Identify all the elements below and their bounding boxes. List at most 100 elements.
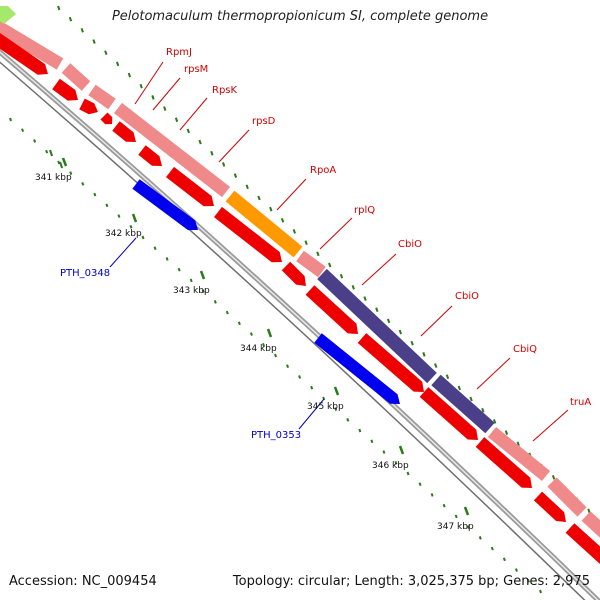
tick-dot (117, 214, 121, 218)
tick-dot (478, 536, 482, 540)
tick-dot (45, 149, 49, 154)
tick-dot (539, 589, 542, 594)
gene-label-cbio: CbiO (398, 239, 422, 250)
kbp-major-tick (199, 270, 206, 280)
tick-dot (92, 39, 96, 44)
cds-inner-14 (533, 491, 566, 522)
tick-dot (406, 471, 410, 476)
leader-line-11 (109, 237, 137, 268)
gene-features (0, 6, 600, 564)
tick-dot (189, 278, 193, 283)
tick-dot (551, 474, 556, 480)
gene-label-rpsk: RpsK (212, 85, 238, 96)
kbp-label-3: 343 kbp (173, 286, 210, 296)
cds-pth0348-blue (132, 179, 198, 231)
tick-dot (153, 246, 157, 251)
cds-outer-5 (296, 250, 326, 278)
cds-inner-2 (52, 78, 78, 101)
cds-outer-4 (114, 102, 230, 198)
tick-dot (9, 117, 12, 122)
tick-dot (481, 407, 485, 413)
gene-label-cbio: CbiO (455, 291, 479, 302)
cds-outer-3 (88, 84, 116, 110)
gene-label-pth-0353: PTH_0353 (251, 430, 301, 441)
tick-dot (316, 251, 320, 257)
cds-inner-8 (214, 206, 282, 263)
kbp-major-tick (463, 506, 470, 516)
kbp-major-tick (398, 445, 405, 455)
cds-lightgreen (0, 6, 16, 24)
gene-label-rpsd: rpsD (252, 116, 276, 127)
tick-dot (394, 460, 398, 465)
cds-inner-6 (138, 145, 162, 166)
tick-dot (165, 257, 169, 261)
cds-inner-5 (112, 121, 136, 142)
tick-dot (81, 182, 85, 186)
tick-dot (59, 161, 64, 169)
tick-dot (186, 128, 190, 134)
tick-dot (80, 28, 84, 33)
tick-dot (269, 206, 273, 212)
tick-dot (375, 307, 379, 313)
leader-line-5 (276, 178, 307, 211)
tick-dot (442, 503, 446, 508)
tick-row-outer (57, 5, 600, 524)
tick-dot (490, 546, 494, 551)
tick-dot (274, 353, 277, 358)
backbone-inner-line (0, 61, 586, 600)
kbp-major-tick (266, 328, 273, 338)
tick-dot (504, 430, 509, 435)
leader-line-7 (361, 253, 397, 286)
backbone-highlight (0, 51, 599, 600)
tick-dot (466, 525, 470, 529)
cds-cbio-navy-1 (317, 268, 437, 384)
tick-dot (105, 203, 109, 208)
kbp-major-tick (333, 386, 340, 396)
kbp-label-2: 342 kbp (105, 229, 142, 239)
tick-dot (245, 184, 249, 190)
tick-dot (386, 318, 391, 324)
kbp-label-5: 345 kbp (307, 402, 344, 412)
tick-dot (382, 450, 386, 454)
tick-dot (237, 321, 241, 326)
tick-dot (358, 428, 362, 433)
cds-outer-8 (581, 511, 600, 538)
cds-inner-9 (281, 261, 306, 286)
cds-inner-15 (565, 523, 600, 564)
tick-dot (334, 407, 338, 411)
tick-dot (516, 441, 520, 447)
map-title: Pelotomaculum thermopropionicum SI, comp… (111, 9, 489, 24)
tick-dot (280, 217, 285, 223)
tick-dot (454, 514, 458, 519)
kbp-label-4: 344 kbp (240, 344, 277, 354)
cds-inner-4 (100, 112, 113, 125)
tick-dot (410, 340, 414, 346)
tick-dot (115, 61, 120, 67)
cds-inner-3 (79, 98, 98, 115)
leader-line-10 (532, 409, 569, 442)
leader-line-4 (218, 129, 250, 163)
tick-dot (346, 418, 350, 422)
tick-dot (418, 482, 422, 487)
leader-line-12 (298, 398, 325, 430)
tick-dot (225, 310, 229, 315)
tick-dot (328, 262, 332, 268)
tick-dot (57, 160, 61, 165)
tick-dot (21, 128, 25, 133)
tick-dot (493, 419, 497, 424)
cds-outer-2 (61, 63, 91, 91)
leader-line-8 (420, 305, 453, 337)
tick-dot (213, 300, 217, 304)
tick-dot (68, 16, 73, 22)
tick-dot (339, 273, 344, 279)
tick-dot (398, 329, 403, 335)
leader-line-2 (152, 77, 181, 111)
cds-inner-11 (357, 333, 424, 392)
gene-label-rplq: rplQ (354, 205, 375, 216)
tick-dot (69, 171, 73, 175)
leader-line-6 (319, 217, 353, 250)
tick-dot (445, 374, 450, 380)
tick-dot (292, 229, 296, 234)
gene-label-trua: truA (570, 397, 591, 408)
